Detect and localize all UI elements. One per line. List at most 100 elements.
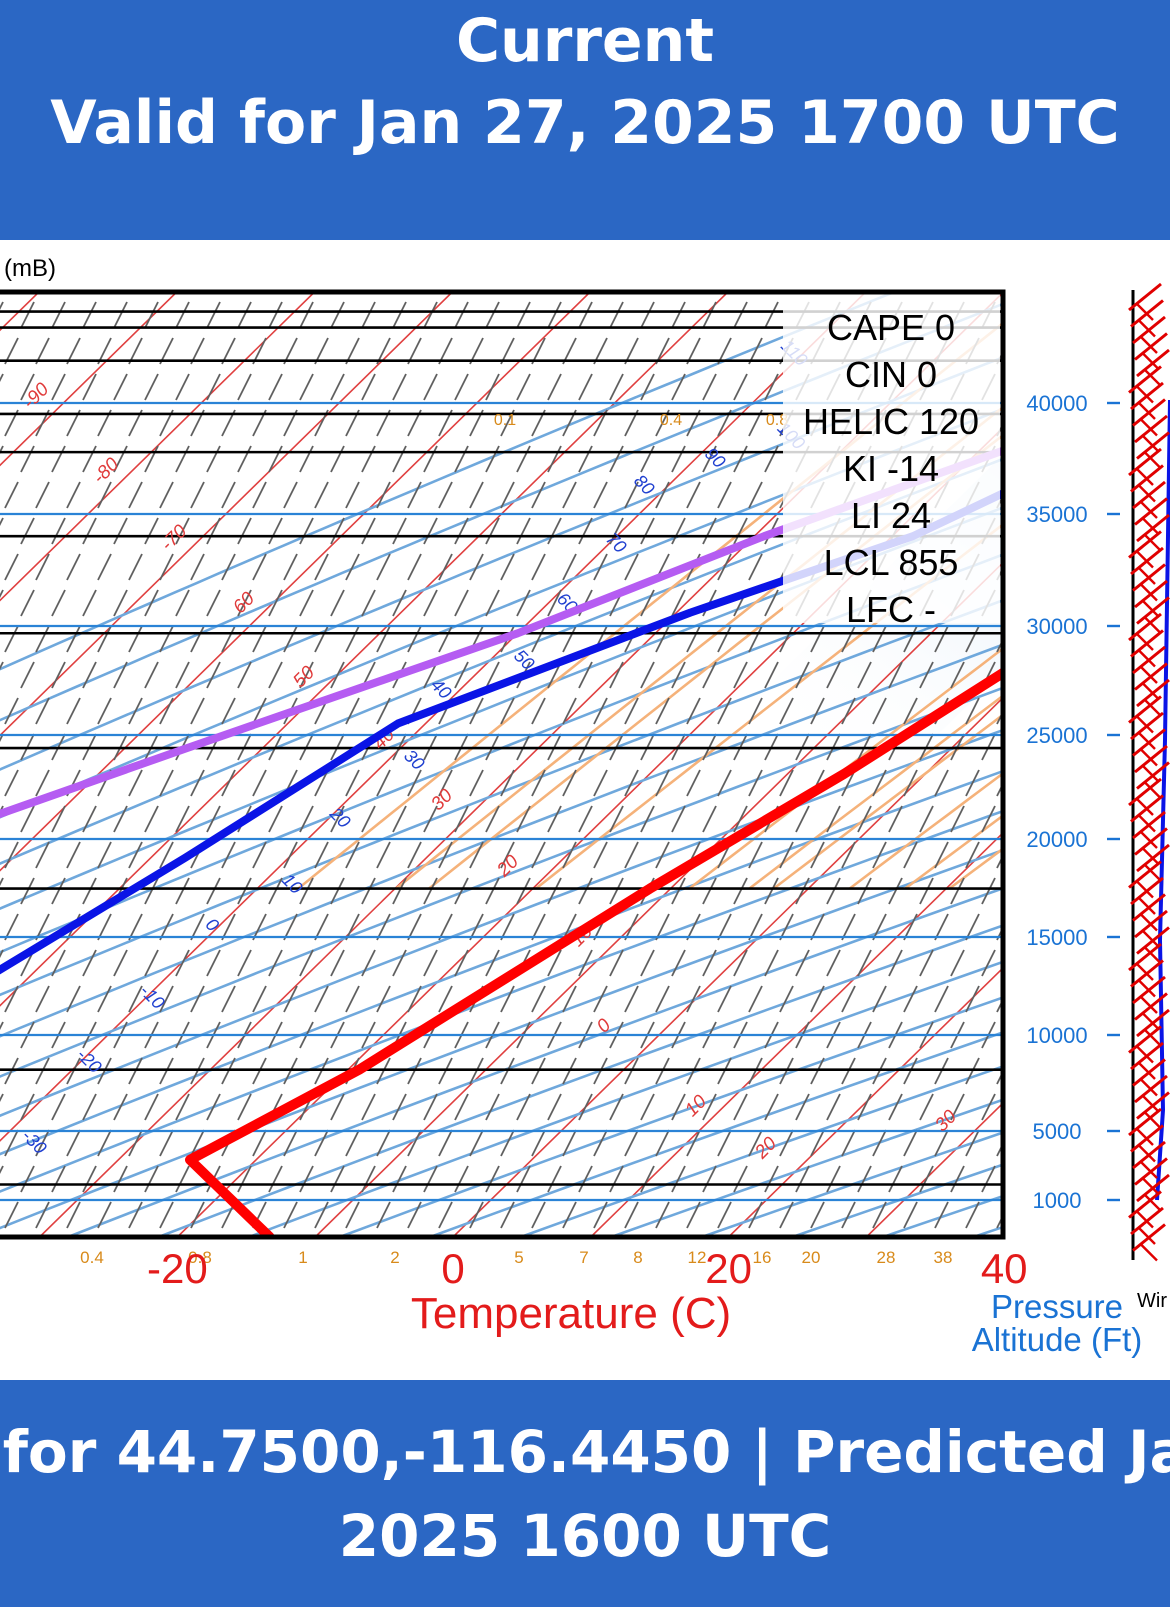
wet-bulb-tick	[733, 373, 748, 401]
wet-bulb-tick	[438, 769, 453, 797]
wind-barb-flag	[1144, 534, 1162, 552]
wet-bulb-tick	[516, 301, 531, 329]
wet-bulb-tick	[903, 1057, 918, 1085]
wet-bulb-tick	[531, 841, 546, 869]
wind-barb-flag	[1144, 946, 1162, 965]
wet-bulb-tick	[454, 1165, 469, 1193]
wet-bulb-tick	[872, 841, 887, 869]
wet-bulb-tick	[996, 853, 1003, 869]
wet-bulb-tick	[609, 805, 624, 833]
wind-barb	[1130, 299, 1164, 328]
wet-bulb-tick	[345, 1129, 360, 1157]
wet-bulb-tick	[547, 949, 562, 977]
wind-barb	[1132, 728, 1166, 757]
wet-bulb-tick	[562, 1201, 577, 1229]
wet-bulb-tick	[159, 1129, 174, 1157]
wet-bulb-tick	[841, 1057, 856, 1085]
wet-bulb-tick	[919, 1093, 934, 1121]
wind-barb	[1132, 645, 1166, 675]
wet-bulb-tick	[175, 949, 190, 977]
wet-bulb-tick	[733, 805, 748, 833]
wet-bulb-tick	[113, 805, 128, 833]
wet-bulb-tick	[392, 517, 407, 545]
dry-adiabat	[0, 769, 1003, 1156]
wet-bulb-tick	[407, 841, 422, 869]
altitude-tick-label: 25000	[1026, 723, 1087, 748]
wind-barb-flag	[1138, 1144, 1156, 1163]
wet-bulb-tick	[252, 841, 267, 869]
wet-bulb-tick	[872, 1129, 887, 1157]
wet-bulb-tick	[655, 697, 670, 725]
altitude-axis-title-2: Altitude (Ft)	[972, 1321, 1143, 1358]
wet-bulb-tick	[531, 625, 546, 653]
wind-barb	[1134, 579, 1168, 609]
wet-bulb-tick	[779, 985, 794, 1013]
wet-bulb-tick	[392, 1093, 407, 1121]
wet-bulb-tick	[950, 805, 965, 833]
wet-bulb-tick	[268, 949, 283, 977]
wind-barb-flag	[1140, 666, 1158, 684]
wet-bulb-tick	[283, 1057, 298, 1085]
wet-bulb-tick	[144, 517, 159, 545]
wet-bulb-tick	[175, 373, 190, 401]
wet-bulb-tick	[469, 769, 484, 797]
wet-bulb-tick	[888, 1093, 903, 1121]
wet-bulb-tick	[903, 625, 918, 653]
wet-bulb-tick	[361, 301, 376, 329]
wet-bulb-tick	[392, 805, 407, 833]
wet-bulb-tick	[686, 913, 701, 941]
wet-bulb-tick	[0, 661, 4, 671]
wet-bulb-tick	[965, 1057, 980, 1085]
mixing-ratio-line	[772, 713, 1003, 890]
wet-bulb-tick	[0, 445, 4, 455]
wet-bulb-tick	[888, 1165, 903, 1193]
wet-bulb-tick	[717, 481, 732, 509]
wet-bulb-tick	[392, 877, 407, 905]
wet-bulb-tick	[981, 1093, 996, 1121]
wet-bulb-tick	[438, 913, 453, 941]
wet-bulb-tick	[190, 625, 205, 653]
wet-bulb-tick	[314, 481, 329, 509]
wet-bulb-tick	[4, 625, 19, 653]
wet-bulb-tick	[283, 481, 298, 509]
dry-adiabat	[154, 924, 1003, 1237]
wet-bulb-tick	[221, 553, 236, 581]
wet-bulb-tick	[454, 949, 469, 977]
wind-barb-flag	[1136, 550, 1154, 569]
wet-bulb-tick	[826, 1165, 841, 1193]
x-tick-label: -20	[147, 1245, 208, 1292]
wind-barb-panel	[1128, 282, 1170, 1262]
wind-barb	[1130, 711, 1164, 741]
wet-bulb-tick	[144, 661, 159, 689]
wind-barb-flag	[1138, 649, 1156, 668]
wet-bulb-tick	[82, 877, 97, 905]
wet-bulb-tick	[159, 841, 174, 869]
skew-t-chart: (mB) -90-80-7060504030201001020301101009…	[0, 255, 1170, 1358]
wet-bulb-tick	[376, 1201, 391, 1229]
header-banner: Current Valid for Jan 27, 2025 1700 UTC	[0, 0, 1170, 240]
wet-bulb-tick	[20, 661, 35, 689]
wet-bulb-tick	[159, 553, 174, 581]
mixing-ratio-label: 8	[633, 1248, 642, 1267]
wet-bulb-tick	[423, 1165, 438, 1193]
wet-bulb-tick	[655, 625, 670, 653]
wet-bulb-tick	[795, 805, 810, 833]
wet-bulb-tick	[485, 949, 500, 977]
wet-bulb-tick	[965, 985, 980, 1013]
wet-bulb-tick	[578, 373, 593, 401]
wind-barb	[1134, 1074, 1168, 1104]
wet-bulb-tick	[872, 1201, 887, 1229]
wet-bulb-tick	[547, 589, 562, 617]
wet-bulb-tick	[857, 877, 872, 905]
wet-bulb-tick	[454, 517, 469, 545]
mixing-ratio-line	[535, 522, 1003, 890]
wet-bulb-tick	[609, 877, 624, 905]
wet-bulb-tick	[888, 877, 903, 905]
wet-bulb-tick	[547, 1165, 562, 1193]
wet-bulb-tick	[283, 553, 298, 581]
wet-bulb-tick	[686, 985, 701, 1013]
stat-ki: KI -14	[843, 448, 939, 489]
wet-bulb-tick	[407, 1057, 422, 1085]
wet-bulb-tick	[206, 877, 221, 905]
wet-bulb-tick	[981, 1165, 996, 1193]
